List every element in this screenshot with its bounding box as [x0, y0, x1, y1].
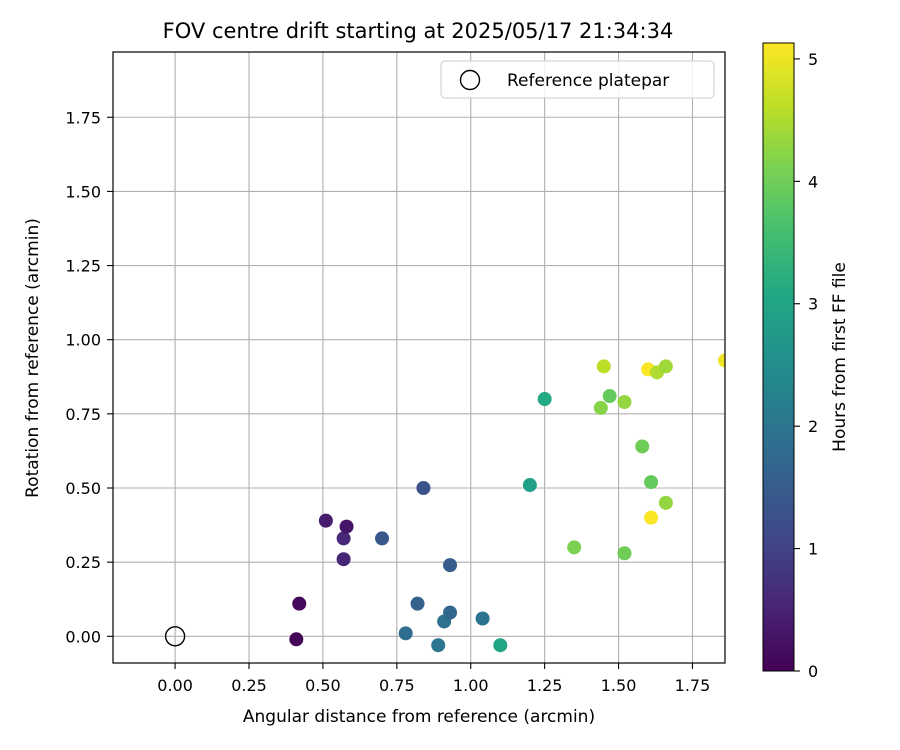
- colorbar-tick-label: 1: [808, 540, 818, 559]
- colorbar-label: Hours from first FF file: [830, 262, 850, 452]
- data-point: [431, 638, 446, 653]
- y-tick-label: 1.50: [65, 182, 101, 201]
- y-tick-label: 1.00: [65, 331, 101, 350]
- data-point: [292, 596, 307, 611]
- plot-frame: [112, 51, 726, 664]
- colorbar-tick-label: 3: [808, 295, 818, 314]
- x-tick-label: 1.00: [453, 676, 489, 695]
- data-point: [596, 359, 611, 374]
- legend-reference-marker: [459, 69, 481, 91]
- data-points: [164, 353, 725, 653]
- data-point: [493, 638, 508, 653]
- axis-ticks: 0.00 0.25 0.50 0.75 1.00 1.25 1.50 1.75 0.00 0.25…: [65, 108, 710, 695]
- colorbar-tick-label: 5: [808, 50, 818, 69]
- y-tick-label: 0.00: [65, 627, 101, 646]
- y-tick-label: 0.25: [65, 553, 101, 572]
- data-point: [567, 540, 582, 555]
- data-point: [375, 531, 390, 546]
- colorbar-ticks: 0 1 2 3 4 5: [794, 50, 818, 681]
- data-point: [617, 394, 632, 409]
- chart-title: FOV centre drift starting at 2025/05/17 …: [163, 19, 674, 43]
- data-point: [443, 558, 458, 573]
- legend: Reference platepar: [440, 60, 715, 99]
- data-point: [416, 481, 431, 496]
- colorbar-tick-label: 0: [808, 662, 818, 681]
- data-point: [658, 495, 673, 510]
- data-point: [336, 531, 351, 546]
- colorbar-tick-label: 2: [808, 417, 818, 436]
- x-tick-label: 0.00: [157, 676, 193, 695]
- y-axis-label: Rotation from reference (arcmin): [23, 218, 43, 498]
- data-point: [635, 439, 650, 454]
- x-tick-label: 1.75: [675, 676, 711, 695]
- x-tick-label: 1.25: [527, 676, 563, 695]
- grid: [113, 52, 725, 663]
- y-tick-label: 1.25: [65, 257, 101, 276]
- y-tick-label: 0.50: [65, 479, 101, 498]
- legend-box: [440, 60, 715, 99]
- colorbar-tick-label: 4: [808, 172, 818, 191]
- x-axis-label: Angular distance from reference (arcmin): [243, 707, 595, 727]
- data-point: [658, 359, 673, 374]
- x-tick-label: 0.25: [231, 676, 267, 695]
- data-point: [537, 392, 552, 407]
- data-point: [644, 510, 659, 525]
- data-point: [475, 611, 490, 626]
- x-tick-label: 0.50: [305, 676, 341, 695]
- y-tick-label: 0.75: [65, 405, 101, 424]
- data-point: [336, 552, 351, 567]
- reference-point-marker: [164, 626, 186, 647]
- data-point: [318, 513, 333, 528]
- data-point: [398, 626, 413, 641]
- x-tick-label: 0.75: [379, 676, 415, 695]
- data-point: [339, 519, 354, 534]
- data-point: [522, 478, 537, 493]
- colorbar-gradient: [762, 42, 795, 672]
- data-point: [602, 389, 617, 404]
- colorbar: 0 1 2 3 4 5 Hours from first FF file: [762, 42, 850, 681]
- data-point: [718, 353, 725, 368]
- x-tick-label: 1.50: [601, 676, 637, 695]
- data-point: [410, 596, 425, 611]
- data-point: [593, 400, 608, 415]
- legend-label: Reference platepar: [507, 71, 669, 91]
- data-point: [617, 546, 632, 561]
- data-point: [289, 632, 304, 647]
- data-point: [644, 475, 659, 490]
- y-tick-label: 1.75: [65, 108, 101, 127]
- data-point: [443, 605, 458, 620]
